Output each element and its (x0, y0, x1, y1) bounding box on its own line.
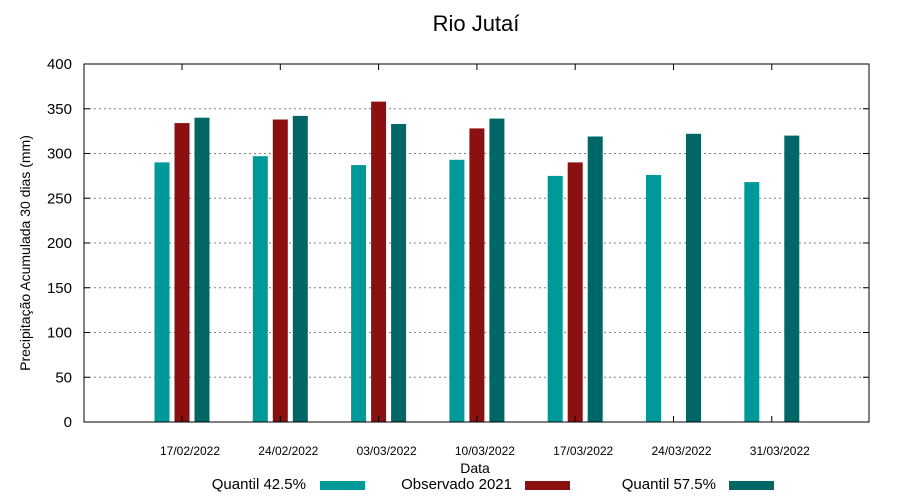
legend: Quantil 42.5% Observado 2021 Quantil 57.5% (212, 476, 774, 493)
bar (469, 128, 485, 422)
bar (351, 165, 367, 422)
y-tick-label: 300 (47, 146, 72, 163)
y-axis-label: Precipitação Acumulada 30 dias (mm) (17, 135, 33, 371)
bar (174, 123, 190, 422)
bar (194, 117, 210, 422)
bar (272, 119, 288, 422)
legend-label: Quantil 57.5% (622, 476, 716, 493)
legend-swatch (729, 481, 774, 490)
bar (744, 182, 760, 422)
x-tick-label: 17/03/2022 (553, 444, 613, 458)
y-tick-label: 100 (47, 325, 72, 342)
y-tick-label: 200 (47, 235, 72, 252)
x-tick-label: 31/03/2022 (750, 444, 810, 458)
bar (547, 175, 563, 422)
bar (252, 156, 268, 422)
x-tick-label: 10/03/2022 (455, 444, 515, 458)
y-tick-label: 350 (47, 101, 72, 118)
bar (686, 133, 701, 423)
bar (449, 159, 465, 423)
bar (646, 175, 661, 422)
chart-title: Rio Jutaí (433, 11, 520, 36)
y-tick-label: 400 (47, 56, 72, 73)
y-tick-label: 250 (47, 190, 72, 207)
bar (784, 135, 800, 422)
x-tick-label: 24/03/2022 (651, 444, 711, 458)
legend-label: Observado 2021 (401, 476, 512, 493)
bar (489, 118, 505, 422)
x-tick-label: 24/02/2022 (258, 444, 318, 458)
x-tick-label: 17/02/2022 (160, 444, 220, 458)
bars (154, 101, 800, 423)
y-tick-label: 50 (55, 369, 72, 386)
x-axis-ticks: 17/02/2022 24/02/2022 03/03/2022 10/03/2022… (160, 64, 810, 458)
bar (371, 101, 387, 422)
grid (84, 108, 869, 378)
x-tick-label: 03/03/2022 (357, 444, 417, 458)
legend-label: Quantil 42.5% (212, 476, 306, 493)
bar (587, 136, 603, 422)
legend-swatch (320, 481, 365, 490)
y-tick-label: 150 (47, 280, 72, 297)
bar (154, 162, 170, 422)
y-axis-ticks: 0 50 100 150 200 250 300 350 400 (47, 56, 869, 431)
x-axis-label: Data (460, 460, 490, 476)
bar (391, 124, 407, 422)
bar (292, 115, 308, 423)
y-tick-label: 0 (64, 414, 72, 431)
legend-swatch (525, 481, 570, 490)
bar (567, 162, 583, 422)
